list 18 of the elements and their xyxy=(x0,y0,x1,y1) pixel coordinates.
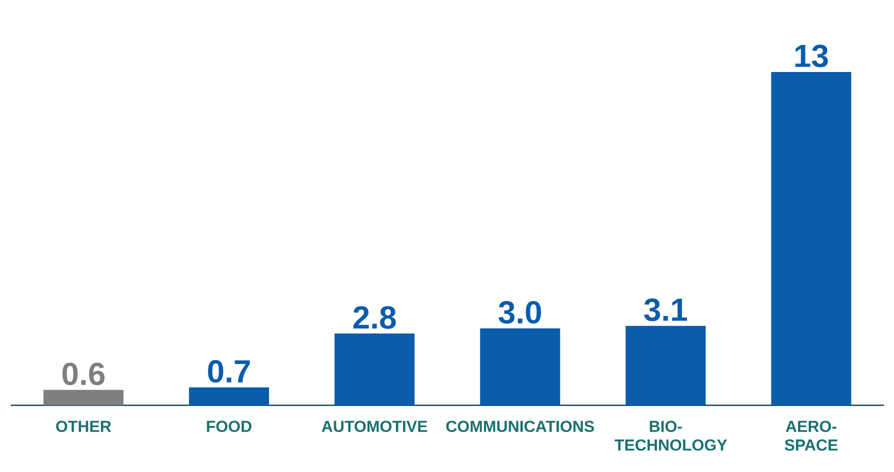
bar xyxy=(43,390,124,406)
x-tick-label: OTHER xyxy=(56,420,112,432)
data-label: 0.6 xyxy=(62,362,105,386)
x-tick-label: BIO-TECHNOLOGY xyxy=(614,420,728,451)
data-label: 0.7 xyxy=(208,360,250,383)
bar xyxy=(334,334,415,406)
x-tick-label: AUTOMOTIVE xyxy=(322,420,428,432)
x-tick-label: AERO-SPACE xyxy=(784,420,838,451)
bar xyxy=(188,387,270,406)
bar xyxy=(771,72,852,406)
bar xyxy=(480,328,560,406)
data-label: 13 xyxy=(795,44,828,68)
x-tick-label: FOOD xyxy=(206,420,252,432)
data-label: 3.1 xyxy=(644,298,687,322)
data-label: 2.8 xyxy=(353,306,396,329)
bar xyxy=(626,326,706,406)
data-label: 3.0 xyxy=(498,301,542,324)
x-tick-label: COMMUNICATIONS xyxy=(446,420,594,432)
